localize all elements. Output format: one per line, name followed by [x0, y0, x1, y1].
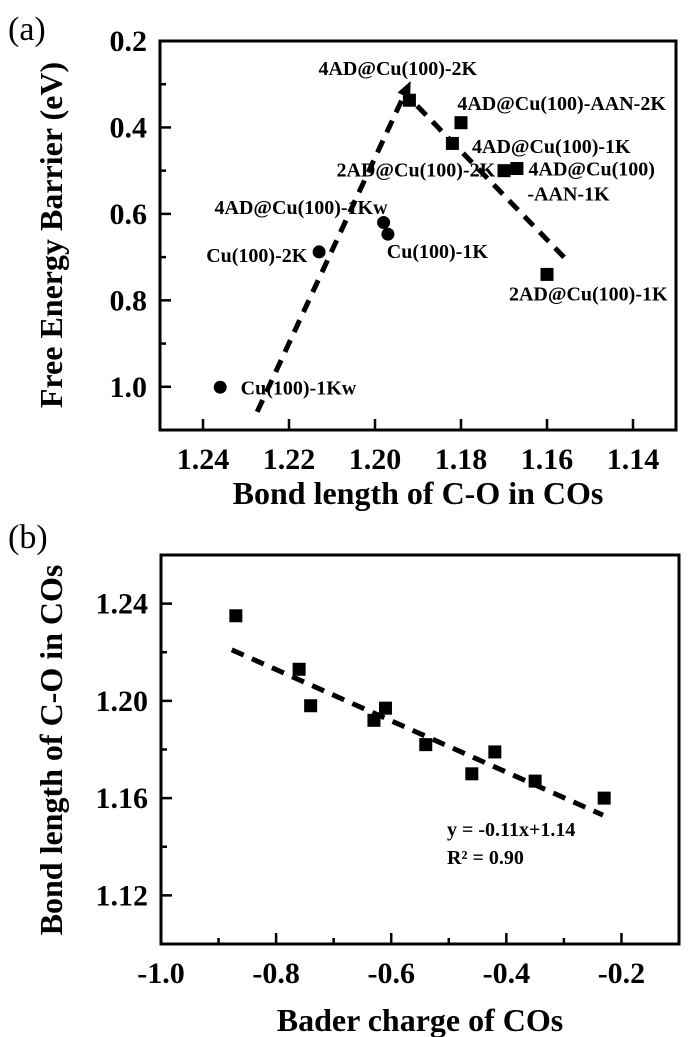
x-tick-label: 1.24	[177, 443, 230, 476]
y-axis-title-b: Bond length of C-O in COs	[33, 565, 69, 936]
data-point-label: Cu(100)-1K	[387, 241, 489, 263]
y-tick-label: 1.16	[96, 782, 149, 815]
data-point-square	[528, 774, 542, 788]
data-point-square	[367, 713, 381, 727]
x-tick-label: -0.8	[252, 957, 300, 990]
x-tick-label: 1.18	[435, 443, 488, 476]
data-point-square	[540, 267, 554, 281]
axis-ticks-a	[160, 39, 635, 430]
data-point-square	[465, 767, 479, 781]
y-tick-label: 1.0	[110, 371, 148, 404]
panel-b: (b) -1.0 -0.8 -0.6 -0.4 -0.2 1.24 1.20 1.16 1.12…	[8, 519, 681, 1037]
x-tick-label: 1.22	[263, 443, 316, 476]
data-point-square	[454, 116, 468, 130]
data-point-square	[597, 791, 611, 805]
x-axis-title-a: Bond length of C-O in COs	[233, 475, 604, 511]
data-point-label: 4AD@Cu(100)	[529, 159, 655, 181]
x-tick-label: -0.2	[598, 957, 646, 990]
data-point-square	[419, 738, 433, 752]
data-point-circle	[377, 216, 391, 230]
data-point-label: 4AD@Cu(100)-2K	[318, 58, 477, 80]
x-tick-label: -1.0	[137, 957, 185, 990]
volcano-descending	[415, 104, 572, 265]
y-tick-label: 1.24	[96, 588, 149, 621]
panel-a: (a) 1.24 1.22 1.20 1.18 1.16 1.14 0.2 0.4 0.6 0.8…	[8, 11, 678, 511]
data-point-label: 2AD@Cu(100)-2K	[337, 159, 496, 181]
data-point-label: 2AD@Cu(100)-1K	[509, 283, 668, 305]
x-axis-title-b: Bader charge of COs	[277, 1002, 563, 1037]
data-point-label: Cu(100)-1Kw	[241, 378, 357, 400]
x-tick-label: 1.20	[349, 443, 402, 476]
x-tick-label: -0.4	[483, 957, 531, 990]
volcano-ascending	[254, 91, 408, 413]
axis-ticks-b	[159, 602, 623, 944]
fit-line-group	[230, 647, 605, 818]
data-point-label: 4AD@Cu(100)-1K	[472, 136, 631, 158]
data-point-square	[402, 93, 416, 107]
point-labels-a: Cu(100)-1Kw Cu(100)-2K Cu(100)-1K 4AD@Cu(10…	[206, 58, 668, 400]
axis-tick-labels-a: 1.24 1.22 1.20 1.18 1.16 1.14 0.2 0.4 0.6 0.8 1.0	[110, 25, 660, 476]
data-point-label: Cu(100)-2K	[206, 245, 308, 267]
data-points-a	[213, 93, 554, 394]
y-axis-title-a: Free Energy Barrier (eV)	[33, 62, 69, 408]
data-point-square	[229, 609, 243, 623]
x-tick-label: 1.14	[607, 443, 660, 476]
plot-frame-a	[158, 39, 678, 432]
y-tick-label: 0.2	[110, 25, 148, 58]
y-tick-label: 0.8	[110, 284, 148, 317]
data-point-circle	[213, 380, 227, 394]
y-tick-label: 1.20	[96, 685, 149, 718]
fit-r-squared-label: R² = 0.90	[447, 847, 524, 869]
data-point-square	[292, 662, 306, 676]
fit-equation-label: y = -0.11x+1.14	[447, 819, 575, 841]
x-tick-label: 1.16	[521, 443, 574, 476]
data-point-circle	[312, 245, 326, 259]
data-point-square	[304, 699, 318, 713]
data-point-circle	[381, 227, 395, 241]
linear-fit-line	[230, 647, 605, 818]
data-point-square	[488, 745, 502, 759]
y-tick-label: 0.4	[110, 111, 148, 144]
x-tick-label: -0.6	[367, 957, 415, 990]
data-point-square	[510, 162, 524, 176]
data-point-square	[445, 136, 459, 150]
data-point-square	[378, 701, 392, 715]
y-tick-label: 0.6	[110, 198, 148, 231]
panel-label-a: (a)	[8, 11, 46, 48]
data-points-b	[229, 609, 611, 805]
panel-label-b: (b)	[8, 519, 48, 556]
data-point-label: -AAN-1K	[527, 184, 610, 206]
data-point-square	[497, 164, 511, 178]
data-point-label: 4AD@Cu(100)-AAN-2K	[457, 93, 666, 115]
axis-tick-labels-b: -1.0 -0.8 -0.6 -0.4 -0.2 1.24 1.20 1.16 1.12	[96, 588, 646, 990]
data-point-label: 4AD@Cu(100)-1Kw	[215, 197, 389, 219]
y-tick-label: 1.12	[96, 879, 149, 912]
